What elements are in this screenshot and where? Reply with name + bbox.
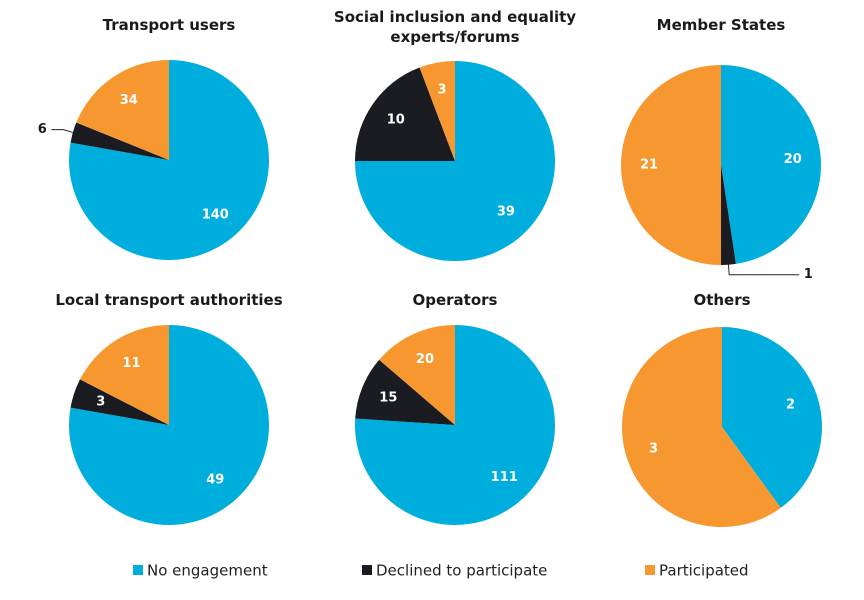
pie-title: Member States: [657, 16, 786, 34]
data-label: 39: [497, 204, 515, 219]
pie-slice: [621, 65, 721, 265]
pie-0: Transport users 140 6 34: [38, 16, 269, 260]
data-label: 6: [38, 122, 47, 137]
pie-3: Local transport authorities 49 3 11: [55, 291, 283, 526]
legend-swatch: [645, 565, 655, 575]
pie-slice: [68, 325, 269, 526]
data-label: 21: [640, 158, 658, 173]
legend-swatch: [133, 565, 143, 575]
data-label: 111: [491, 470, 518, 485]
pie-slice: [355, 67, 455, 161]
data-label: 2: [786, 397, 795, 412]
data-label: 11: [122, 356, 140, 371]
pie-4: Operators 111 15 20: [355, 291, 555, 525]
pie-slice: [722, 327, 822, 508]
data-label: 49: [206, 473, 224, 488]
pie-slice: [70, 122, 169, 160]
legend-label: No engagement: [147, 562, 268, 580]
leader-line: [727, 264, 800, 276]
pie-title: experts/forums: [390, 28, 519, 46]
pie-title: Local transport authorities: [55, 291, 282, 309]
pie-slice: [80, 325, 169, 425]
data-label: 15: [379, 390, 397, 405]
data-label: 20: [784, 152, 802, 167]
pie-title: Social inclusion and equality: [334, 8, 576, 26]
pie-2: Member States 20 1 21: [621, 16, 821, 282]
pie-title: Transport users: [103, 16, 236, 34]
data-label: 3: [649, 442, 658, 457]
data-label: 34: [120, 93, 138, 108]
legend: No engagement Declined to participate Part…: [133, 562, 749, 580]
leader-line: [51, 129, 74, 133]
pie-slice: [721, 165, 736, 265]
legend-label: Declined to participate: [376, 562, 547, 580]
data-label: 3: [437, 83, 446, 98]
pie-slice: [379, 325, 455, 425]
pie-slice: [76, 59, 169, 160]
data-label: 3: [96, 395, 105, 410]
pie-slice: [70, 379, 169, 425]
pie-title: Others: [693, 291, 750, 309]
data-label: 10: [387, 113, 405, 128]
pie-slice: [419, 61, 455, 161]
pie-slice: [355, 359, 455, 425]
data-label: 1: [804, 267, 813, 282]
pie-5: Others 2 3: [621, 291, 822, 527]
data-label: 20: [416, 352, 434, 367]
pie-slice: [621, 327, 781, 527]
pie-1: Social inclusion and equality experts/for…: [334, 8, 576, 261]
legend-label: Participated: [659, 562, 749, 580]
legend-swatch: [362, 565, 372, 575]
data-label: 140: [202, 208, 229, 223]
pie-title: Operators: [413, 291, 498, 309]
pie-slice: [721, 65, 821, 264]
